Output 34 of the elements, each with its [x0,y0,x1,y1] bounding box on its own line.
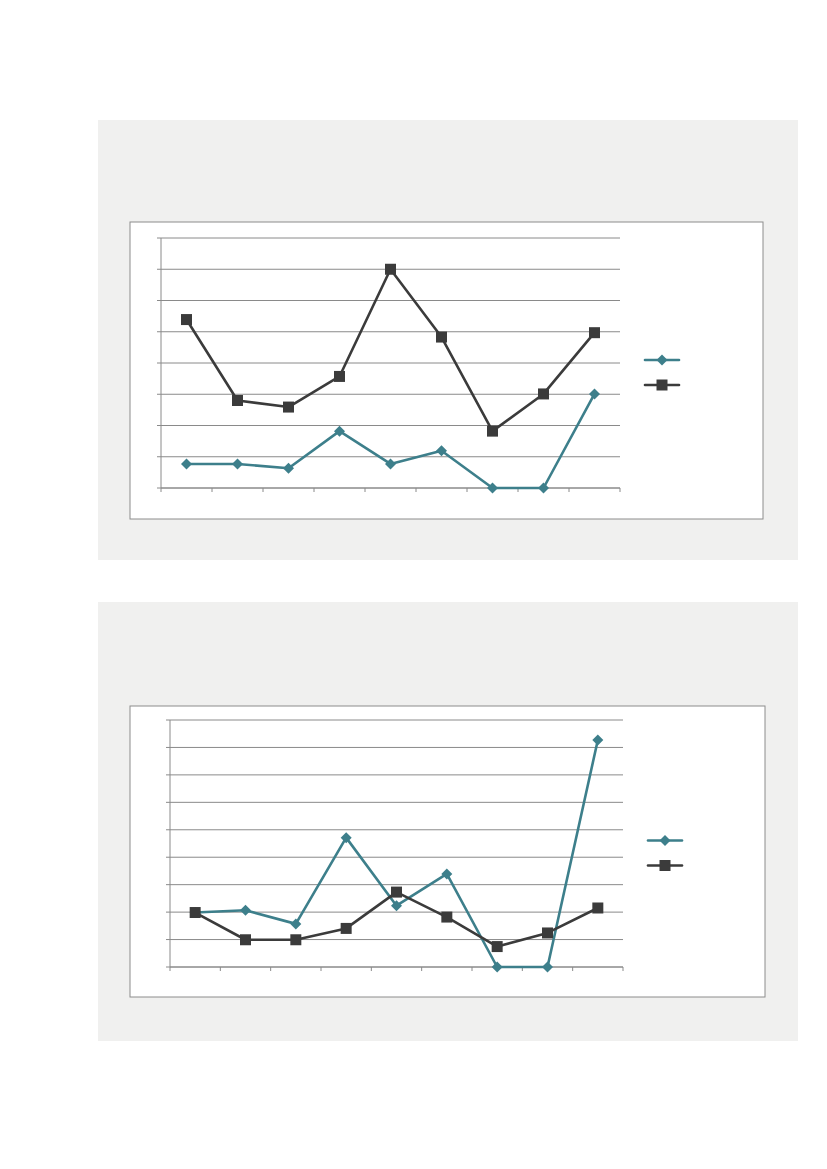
point [391,900,402,912]
point [181,458,192,470]
point [391,886,402,898]
point [181,314,192,326]
point [385,263,396,275]
point [290,918,302,930]
point [592,902,604,914]
point [283,462,294,474]
point [436,445,447,457]
point [283,401,294,413]
point [487,482,498,494]
point [589,388,600,400]
point [334,370,345,382]
point [592,734,604,746]
point [385,458,396,470]
point [441,911,453,923]
point [290,934,302,946]
point [491,941,503,953]
point [491,961,503,973]
point [441,868,453,880]
point [240,904,251,916]
point [340,922,352,934]
point [542,927,553,939]
point [487,425,498,437]
point [232,458,243,470]
point [436,331,447,343]
point [232,395,243,406]
point [538,482,549,494]
point [334,425,345,437]
point [542,961,553,973]
point [538,388,549,400]
point [340,832,352,844]
point [240,934,251,946]
point [589,327,600,339]
